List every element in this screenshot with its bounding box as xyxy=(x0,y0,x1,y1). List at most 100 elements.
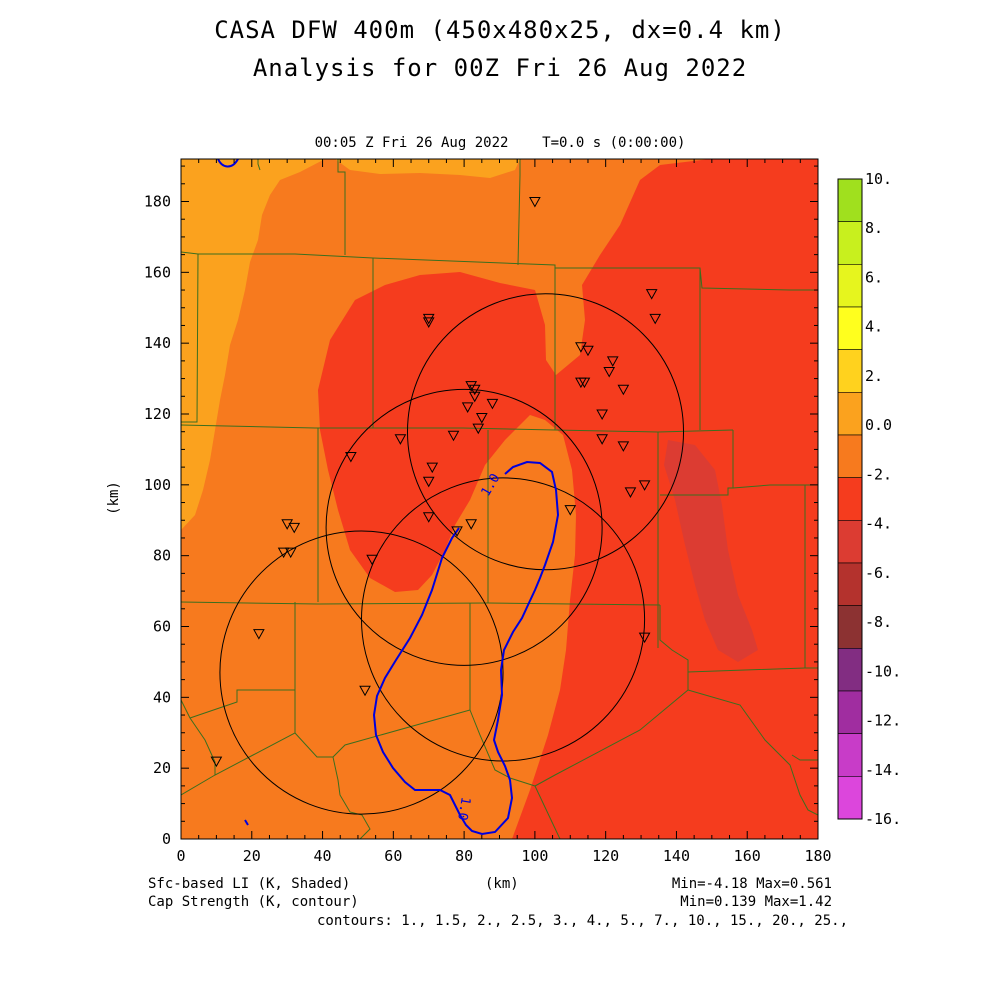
colorbar-swatch xyxy=(837,562,863,606)
station-marker xyxy=(649,313,662,325)
station-marker xyxy=(596,434,608,445)
colorbar-swatch xyxy=(837,776,863,820)
station-marker xyxy=(465,519,478,530)
x-axis: 0 20 40 60 80 100 120 140 160 180 xyxy=(176,159,832,865)
station-marker xyxy=(422,313,435,325)
county-borders xyxy=(181,159,818,839)
colorbar-swatch xyxy=(837,349,863,393)
y-tick-label: 160 xyxy=(144,263,171,281)
x-tick-label: 60 xyxy=(384,847,402,865)
colorbar-swatch xyxy=(837,306,863,350)
station-marker xyxy=(617,384,630,396)
station-marker xyxy=(529,197,541,208)
chart-subtitle: Analysis for 00Z Fri 26 Aug 2022 xyxy=(252,54,748,82)
cap-contour-1 xyxy=(217,159,239,168)
contour-levels: contours: 1., 1.5, 2., 2.5, 3., 4., 5., … xyxy=(316,913,848,929)
station-marker xyxy=(447,430,460,442)
radar-range-ring xyxy=(219,530,504,815)
station-marker xyxy=(422,512,435,523)
station-markers xyxy=(210,197,662,768)
contour-field-label: Cap Strength (K, contour) xyxy=(148,894,359,910)
x-tick-label: 80 xyxy=(455,847,473,865)
station-marker xyxy=(461,402,474,413)
li-shade-positive-north xyxy=(335,159,520,178)
x-tick-label: 120 xyxy=(592,847,619,865)
colorbar: 10. 8. 6. 4. 2. 0.0 -2. -4. -6. -8. -10. -12. -14. -1… xyxy=(837,170,901,828)
radar-range-ring xyxy=(406,293,685,571)
shaded-field-label: Sfc-based LI (K, Shaded) xyxy=(148,876,351,892)
x-tick-label: 160 xyxy=(734,847,761,865)
station-marker xyxy=(564,505,577,516)
shaded-minmax: Min=-4.18 Max=0.561 xyxy=(671,876,832,892)
colorbar-swatch xyxy=(837,434,863,478)
station-marker xyxy=(422,476,435,488)
station-marker xyxy=(645,289,658,300)
y-tick-label: 140 xyxy=(144,334,171,352)
station-marker xyxy=(366,554,378,566)
station-marker xyxy=(486,398,499,410)
station-marker xyxy=(638,632,651,644)
colorbar-swatch xyxy=(837,178,863,222)
colorbar-label: 6. xyxy=(865,268,883,286)
radar-range-ring xyxy=(325,388,603,666)
station-marker xyxy=(451,526,463,537)
station-marker xyxy=(345,452,357,463)
colorbar-swatch xyxy=(837,264,863,308)
station-marker xyxy=(606,356,619,367)
cap-strength-contours xyxy=(217,159,560,836)
station-marker xyxy=(475,413,488,424)
station-marker xyxy=(422,317,435,328)
station-marker xyxy=(638,480,651,491)
station-marker xyxy=(465,381,478,392)
x-tick-label: 40 xyxy=(314,847,332,865)
station-marker xyxy=(468,384,481,396)
colorbar-label: 0.0 xyxy=(865,416,892,434)
colorbar-swatch xyxy=(837,221,863,265)
colorbar-label: -6. xyxy=(865,564,892,582)
colorbar-swatch xyxy=(837,690,863,734)
station-marker xyxy=(277,547,290,559)
y-tick-label: 60 xyxy=(153,618,171,636)
x-tick-label: 180 xyxy=(804,847,831,865)
colorbar-swatch xyxy=(837,605,863,649)
y-tick-label: 100 xyxy=(144,476,171,494)
cap-contour-1 xyxy=(372,460,560,836)
colorbar-label: -2. xyxy=(865,465,892,483)
x-tick-label: 20 xyxy=(243,847,261,865)
colorbar-swatch xyxy=(837,392,863,436)
colorbar-label: -16. xyxy=(865,810,901,828)
colorbar-label: -14. xyxy=(865,761,901,779)
colorbar-label: 10. xyxy=(865,170,892,188)
chart-title: CASA DFW 400m (450x480x25, dx=0.4 km) xyxy=(214,16,786,44)
station-marker xyxy=(582,345,594,357)
station-marker xyxy=(359,685,371,697)
x-tick-label: 140 xyxy=(663,847,690,865)
colorbar-label: -4. xyxy=(865,515,892,533)
station-marker xyxy=(603,367,616,378)
station-marker xyxy=(468,391,481,403)
x-tick-label: 0 xyxy=(176,847,185,865)
y-tick-label: 180 xyxy=(144,193,171,211)
y-axis-label: (km) xyxy=(106,481,122,515)
station-marker xyxy=(284,547,297,559)
x-axis-label: (km) xyxy=(485,876,519,892)
station-marker xyxy=(288,522,301,534)
colorbar-label: 8. xyxy=(865,219,883,237)
y-tick-label: 80 xyxy=(153,547,171,565)
cap-contour-1-lower xyxy=(244,819,249,826)
colorbar-label: -10. xyxy=(865,662,901,680)
station-marker xyxy=(210,756,223,768)
colorbar-frame xyxy=(837,178,863,820)
y-tick-label: 0 xyxy=(162,830,171,848)
colorbar-label: -12. xyxy=(865,712,901,730)
station-marker xyxy=(624,487,637,498)
y-tick-label: 20 xyxy=(153,759,171,777)
colorbar-swatch xyxy=(837,648,863,692)
li-shade-negative-central xyxy=(318,159,818,839)
station-marker xyxy=(394,434,407,445)
colorbar-swatch xyxy=(837,520,863,564)
y-tick-label: 40 xyxy=(153,688,171,706)
station-marker xyxy=(253,629,265,640)
y-tick-label: 120 xyxy=(144,405,171,423)
